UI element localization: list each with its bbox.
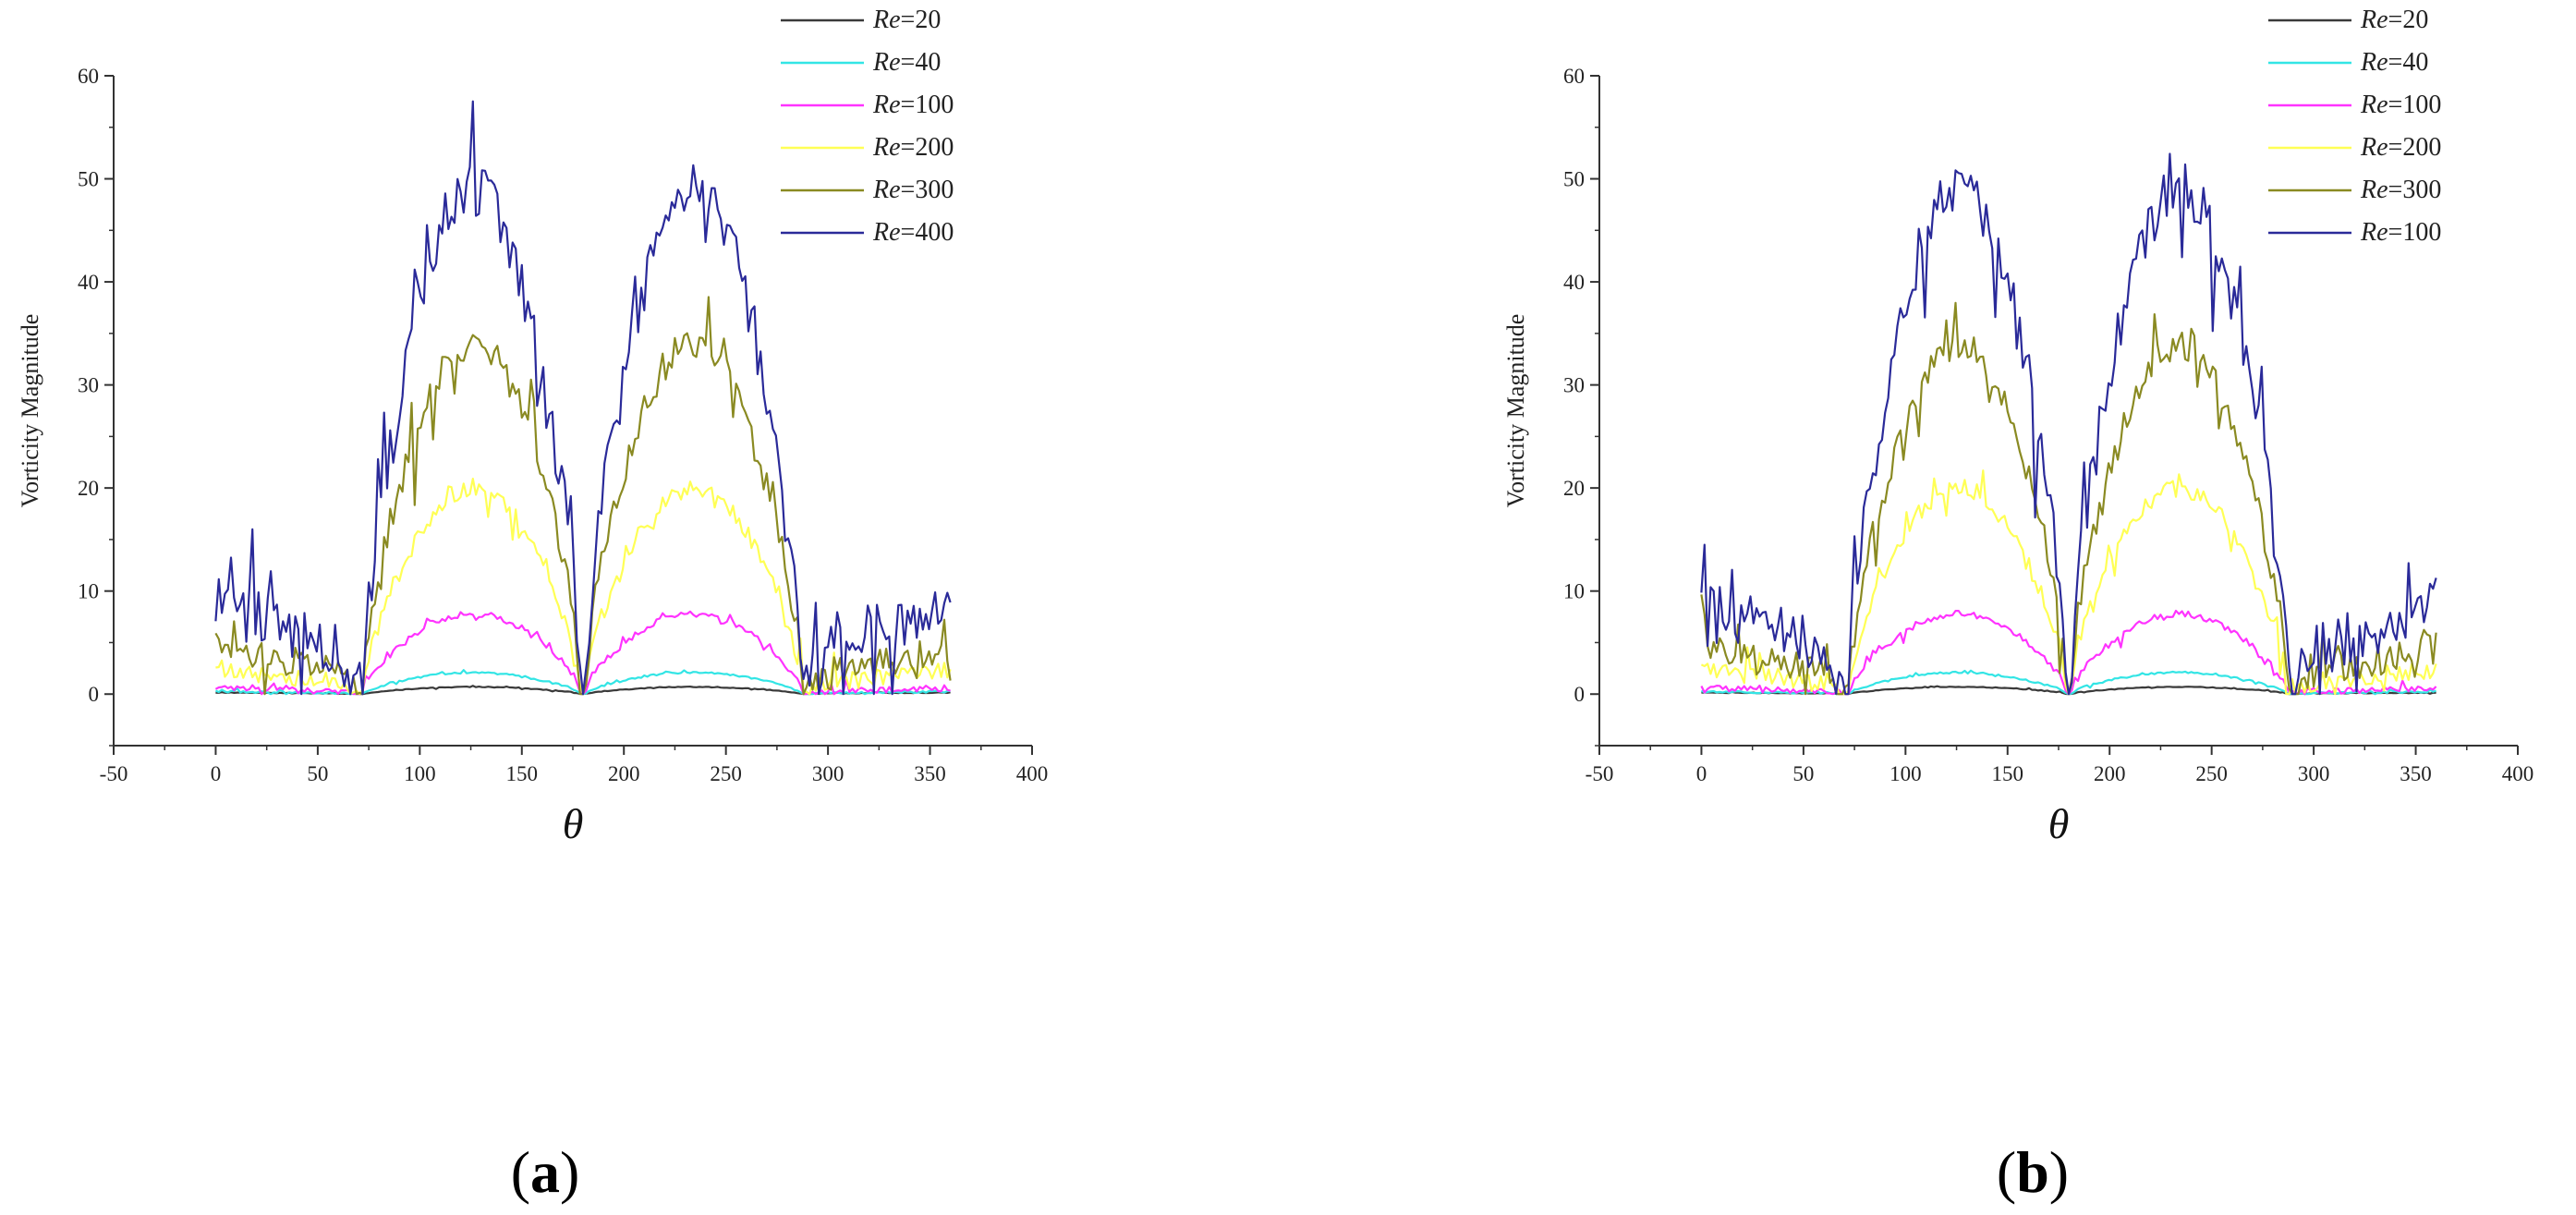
x-tick-label: 50 bbox=[1792, 762, 1814, 785]
legend-entry-label: Re=20 bbox=[872, 6, 941, 34]
y-tick-label: 0 bbox=[1574, 683, 1586, 706]
series-line-re-100 bbox=[1700, 152, 2437, 696]
x-axis-label: θ bbox=[2048, 800, 2070, 847]
x-tick-label: 350 bbox=[914, 762, 946, 785]
x-tick-label: 200 bbox=[2094, 762, 2126, 785]
legend: Re=20 Re=40 Re=100 Re=200 Re=300 Re=400 bbox=[781, 6, 954, 247]
y-tick-label: 30 bbox=[78, 374, 99, 397]
x-tick-label: 250 bbox=[2195, 762, 2228, 785]
legend-entry-label: Re=300 bbox=[2360, 176, 2441, 204]
x-tick-label: 400 bbox=[1016, 762, 1049, 785]
y-tick-label: 10 bbox=[78, 580, 99, 603]
y-tick-label: 20 bbox=[78, 477, 99, 500]
x-tick-label: 100 bbox=[1889, 762, 1922, 785]
y-tick-label: 30 bbox=[1563, 374, 1585, 397]
x-axis-label: θ bbox=[563, 800, 584, 847]
chart-panel-a: -50 0 50 100 150 200 250 300 350 400 0 10 20 30 40 50 60… bbox=[17, 6, 1048, 847]
series-line-re-400 bbox=[214, 100, 952, 696]
x-tick-label: -50 bbox=[100, 762, 128, 785]
y-tick-label: 50 bbox=[1563, 168, 1585, 191]
y-tick-label: 20 bbox=[1563, 477, 1585, 500]
x-tick-label: 350 bbox=[2400, 762, 2432, 785]
legend-entry-label: Re=100 bbox=[2360, 91, 2441, 119]
x-tick-label: 150 bbox=[1992, 762, 2024, 785]
x-tick-label: 100 bbox=[404, 762, 436, 785]
x-tick-label: 400 bbox=[2502, 762, 2534, 785]
chart-panel-b: -50 0 50 100 150 200 250 300 350 400 0 10 20 30 40 50 60… bbox=[1502, 6, 2533, 847]
legend-entry-label: Re=20 bbox=[2360, 6, 2428, 34]
y-tick-label: 0 bbox=[89, 683, 100, 706]
series-line-re-300 bbox=[1700, 301, 2437, 696]
x-tick-label: 300 bbox=[2298, 762, 2330, 785]
x-tick-label: 0 bbox=[1696, 762, 1707, 785]
panel-label: (b) bbox=[1997, 1139, 2069, 1205]
y-tick-label: 10 bbox=[1563, 580, 1585, 603]
legend-entry-label: Re=100 bbox=[872, 91, 954, 119]
legend-entry-label: Re=200 bbox=[872, 133, 954, 162]
x-tick-label: 0 bbox=[211, 762, 222, 785]
x-tick-label: 50 bbox=[307, 762, 328, 785]
legend-entry-label: Re=40 bbox=[872, 48, 941, 77]
y-axis-label: Vorticity Magnitude bbox=[1502, 314, 1529, 508]
legend-entry-label: Re=300 bbox=[872, 176, 954, 204]
x-tick-label: 150 bbox=[506, 762, 539, 785]
x-tick-label: 300 bbox=[812, 762, 844, 785]
y-tick-label: 40 bbox=[1563, 271, 1585, 294]
panel-label: (a) bbox=[511, 1139, 580, 1205]
x-tick-label: -50 bbox=[1586, 762, 1614, 785]
y-axis-label: Vorticity Magnitude bbox=[17, 314, 43, 508]
legend-entry-label: Re=200 bbox=[2360, 133, 2441, 162]
legend-entry-label: Re=100 bbox=[2360, 218, 2441, 247]
y-tick-label: 60 bbox=[1563, 65, 1585, 88]
y-tick-label: 50 bbox=[78, 168, 99, 191]
legend-entry-label: Re=400 bbox=[872, 218, 954, 247]
legend: Re=20 Re=40 Re=100 Re=200 Re=300 Re=100 bbox=[2268, 6, 2441, 247]
legend-entry-label: Re=40 bbox=[2360, 48, 2428, 77]
y-tick-label: 60 bbox=[78, 65, 99, 88]
x-tick-label: 250 bbox=[710, 762, 742, 785]
x-tick-label: 200 bbox=[608, 762, 640, 785]
y-tick-label: 40 bbox=[78, 271, 99, 294]
